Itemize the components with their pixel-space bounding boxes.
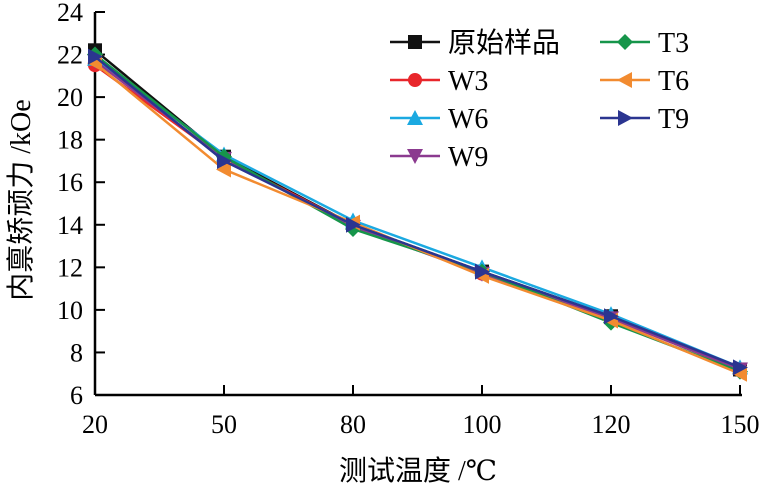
diamond-marker [617,34,633,50]
y-axis-label: 内禀矫顽力 /kOe [5,99,37,300]
y-tick-label: 24 [57,0,83,27]
x-tick-label: 20 [82,410,108,439]
y-tick-label: 20 [57,83,83,112]
triangle-right-marker [88,48,103,65]
series-W6: W6 [87,50,748,375]
y-tick-label: 10 [57,296,83,325]
x-tick-label: 80 [340,410,366,439]
series-line [94,64,741,371]
legend-label: W9 [448,142,488,173]
y-tick-label: 12 [57,253,83,282]
y-tick-label: 14 [57,211,83,240]
series-line [94,49,741,371]
x-tick-label: 150 [721,410,760,439]
triangle-right-marker [733,359,748,376]
triangle-right-marker [475,263,490,280]
legend-label: T3 [658,28,689,59]
triangle-left-marker [216,161,231,178]
series-line [94,55,741,369]
square-marker [408,35,422,49]
series-line [94,53,741,373]
triangle-right-marker [217,152,232,169]
x-tick-label: 100 [463,410,502,439]
y-tick-label: 22 [57,41,83,70]
triangle-right-marker [618,110,633,126]
series-line [94,57,741,369]
legend-label: T6 [658,66,689,97]
y-tick-label: 18 [57,126,83,155]
y-tick-label: 8 [70,338,83,367]
triangle-right-marker [604,308,619,325]
y-tick-label: 6 [70,381,83,410]
x-tick-label: 120 [592,410,631,439]
legend-label: W3 [448,66,488,97]
triangle-left-marker [617,72,632,88]
x-axis-label: 测试温度 /℃ [339,455,497,487]
triangle-up-marker [407,110,423,125]
triangle-right-marker [346,216,361,233]
y-tick-label: 16 [57,168,83,197]
series-T9: T9 [88,48,748,376]
legend-label: T9 [658,104,689,135]
x-tick-label: 50 [211,410,237,439]
series-line [94,59,741,371]
legend-label: 原始样品 [448,27,560,59]
triangle-down-marker [407,149,423,164]
circle-marker [408,73,422,87]
legend-label: W6 [448,104,488,135]
